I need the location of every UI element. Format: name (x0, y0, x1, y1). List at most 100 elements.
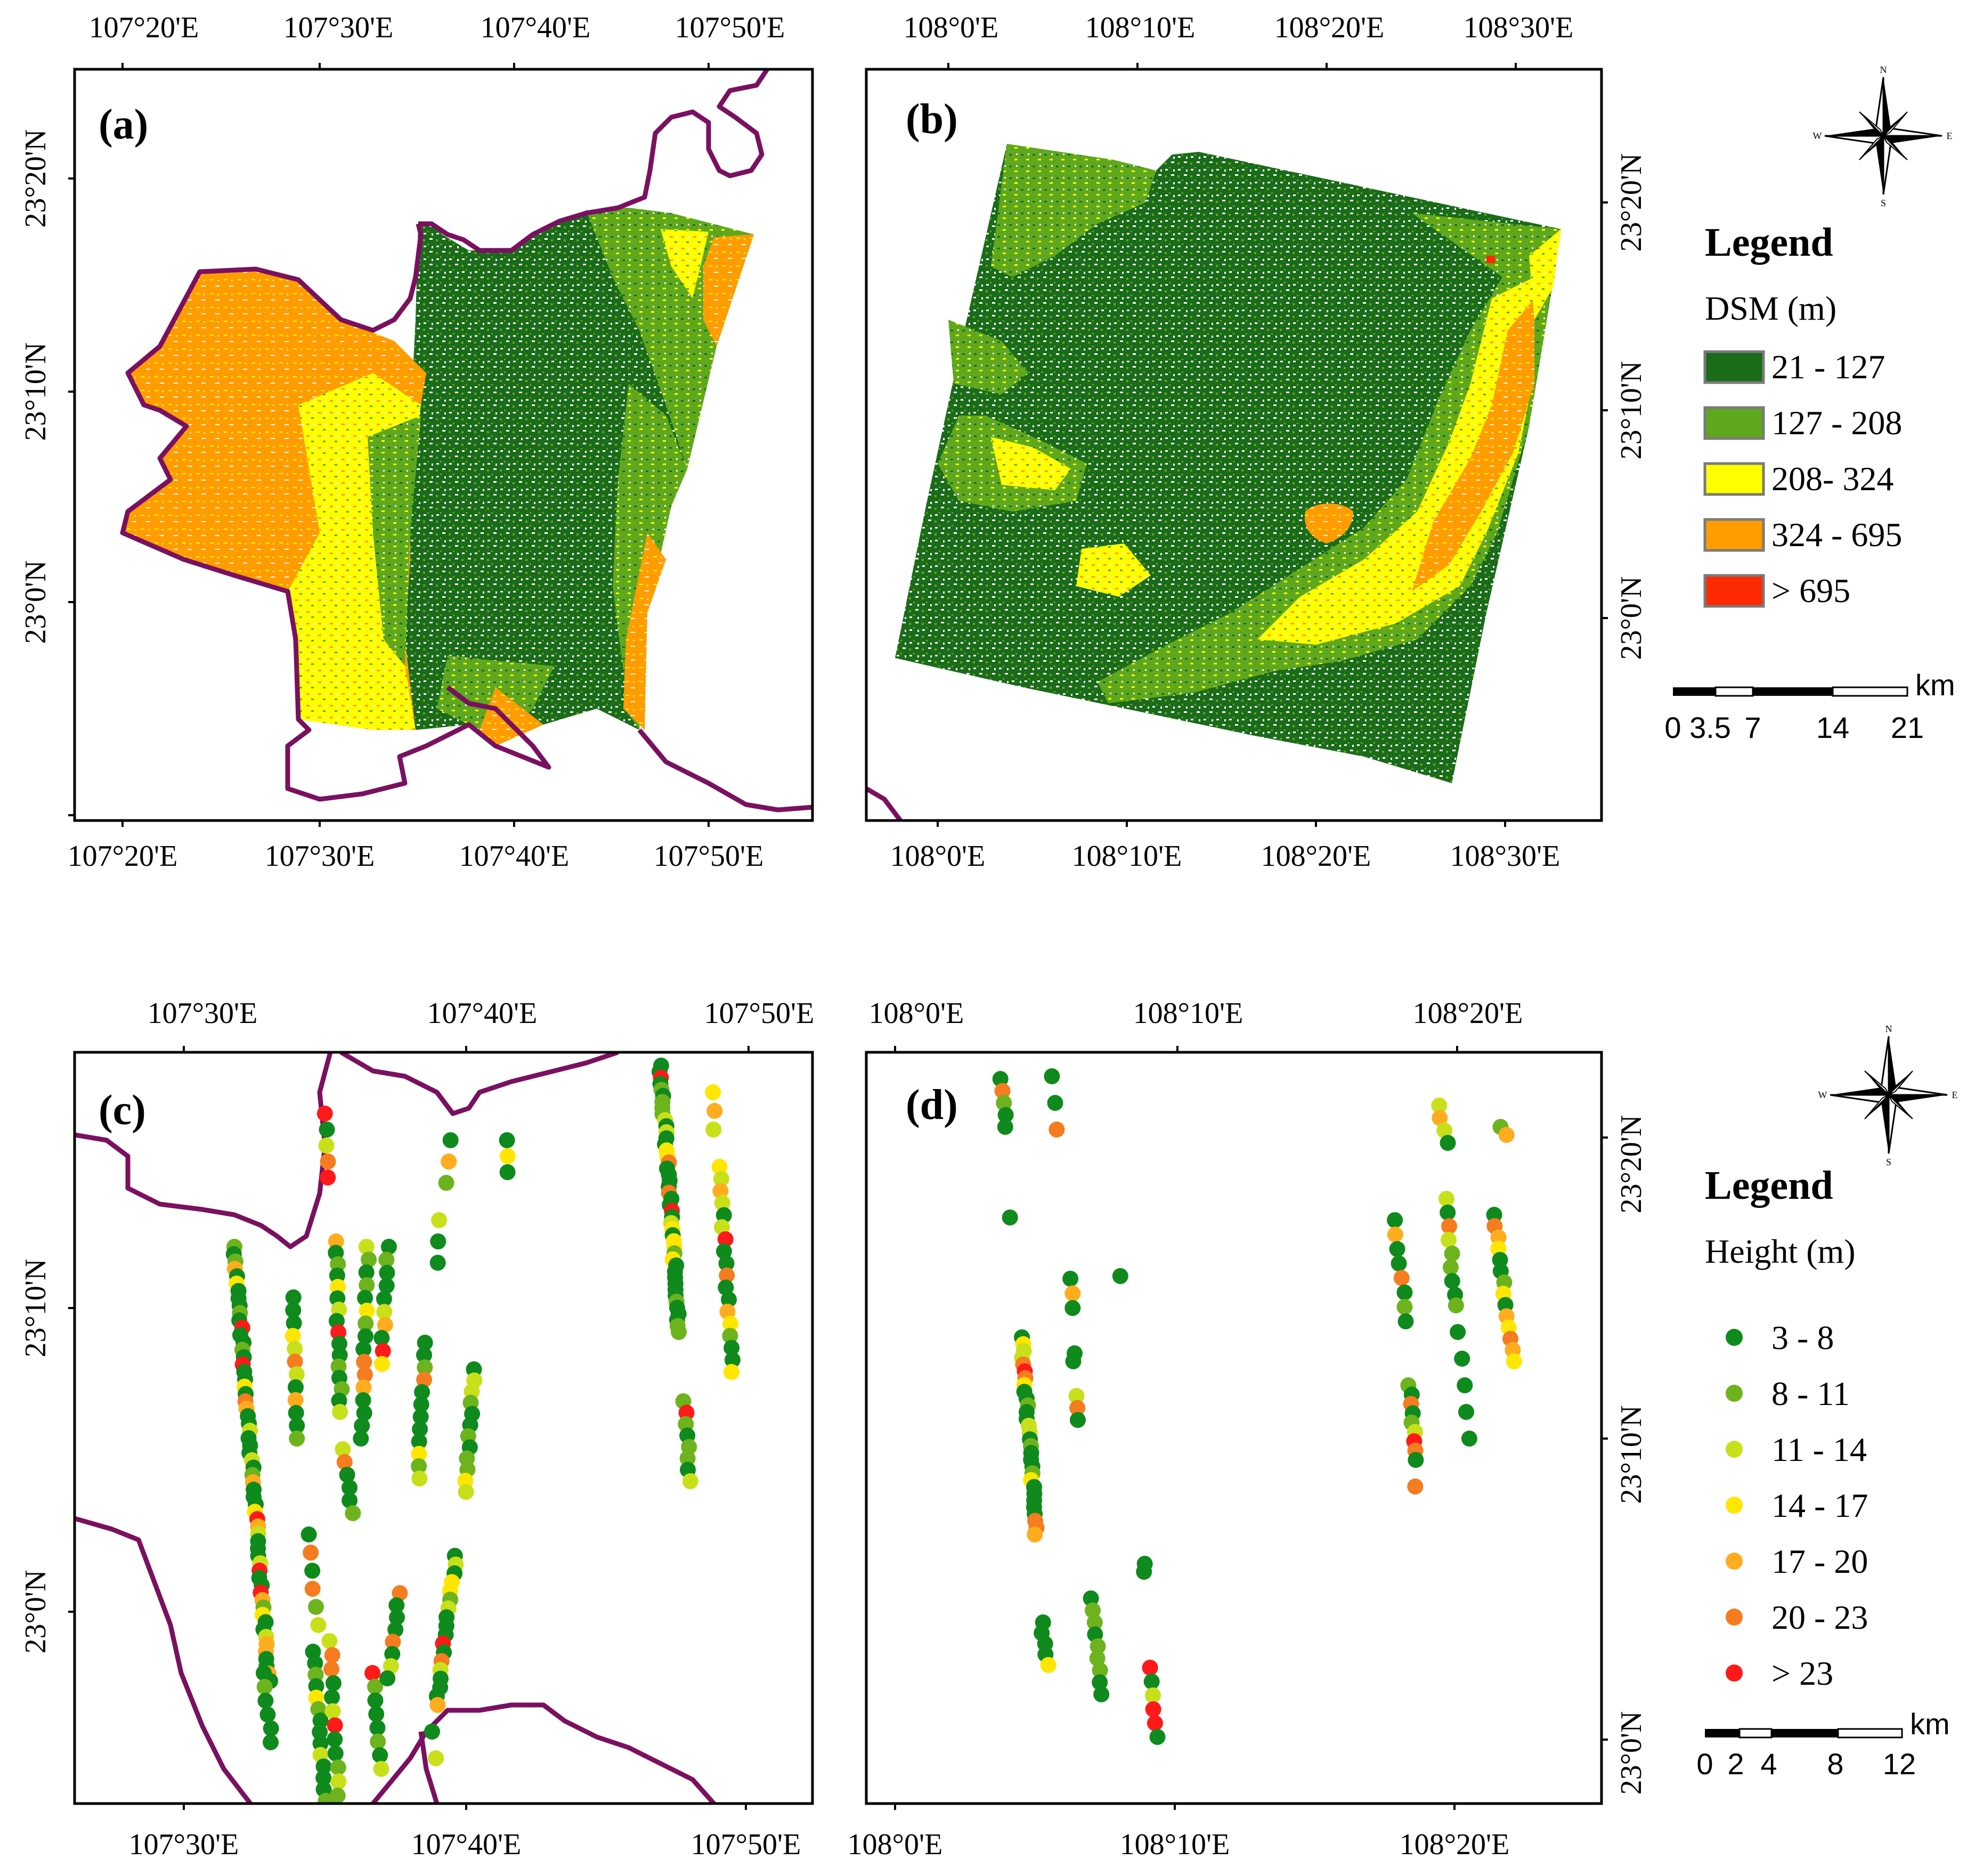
sample-point (372, 1747, 388, 1764)
sample-point (308, 1599, 324, 1615)
legend-marker (1726, 1329, 1743, 1346)
sample-point (321, 1633, 338, 1649)
sample-point (1047, 1095, 1063, 1111)
tick-label: 107°30'E (148, 997, 258, 1030)
sample-point (716, 1207, 732, 1223)
sample-point (361, 1252, 377, 1268)
sample-point (1397, 1313, 1414, 1329)
sample-point (336, 1454, 353, 1470)
sample-point (428, 1750, 444, 1766)
sample-point (679, 1450, 696, 1467)
sample-point (357, 1290, 373, 1306)
sample-point (1387, 1227, 1403, 1243)
sample-point (1064, 1300, 1081, 1316)
sample-point (308, 1678, 324, 1694)
top-ticks-c: 107°30'E 107°40'E 107°50'E (148, 997, 815, 1052)
sample-point (288, 1404, 304, 1421)
left-ticks-c: 23°10'N 23°0'N (19, 1259, 75, 1653)
compass-w: W (1818, 1090, 1827, 1100)
sample-point (327, 1731, 343, 1748)
legend-swatch (1703, 406, 1765, 440)
sample-point (1444, 1245, 1460, 1262)
scale-tick: 21 (1891, 711, 1924, 744)
right-ticks-b: 23°20'N 23°10'N 23°0'N (1602, 153, 1648, 660)
sample-point (323, 1661, 339, 1677)
tick-label: 107°50'E (704, 997, 815, 1030)
bottom-ticks-d: 108°0'E 108°10'E 108°20'E (848, 1804, 1509, 1861)
sample-point (671, 1324, 687, 1340)
sample-point (330, 1256, 346, 1272)
sample-point (331, 1392, 347, 1409)
sample-point (719, 1303, 736, 1320)
sample-point (1457, 1377, 1473, 1393)
sample-point (288, 1366, 305, 1383)
sample-point (377, 1317, 393, 1333)
sample-point (330, 1759, 346, 1776)
legend-item-label: 11 - 14 (1771, 1431, 1867, 1468)
sample-point (1149, 1729, 1166, 1745)
sample-point (389, 1609, 405, 1626)
province-boundary-c (75, 1052, 716, 1804)
sample-point (1393, 1270, 1410, 1286)
scale-tick: 8 (1827, 1747, 1843, 1781)
sample-point (996, 1095, 1012, 1111)
sample-point (358, 1264, 375, 1280)
sample-point (412, 1409, 429, 1425)
sample-point (719, 1267, 735, 1284)
scale-unit: km (1910, 1707, 1950, 1741)
sample-point (312, 1712, 329, 1729)
panel-b: (b) 108°0'E 108°10'E 108°20'E 108°30'E 1… (865, 11, 1648, 873)
sample-point (300, 1526, 317, 1542)
sample-point (285, 1328, 301, 1344)
legend-swatch (1703, 574, 1765, 608)
sample-point (992, 1071, 1009, 1087)
sample-point (678, 1404, 695, 1421)
sample-point (332, 1404, 348, 1420)
compass-e: E (1947, 131, 1953, 141)
sample-point (1064, 1285, 1081, 1302)
legend-title: Legend (1705, 220, 1833, 265)
sample-point (441, 1154, 457, 1170)
legend-item-label: 208- 324 (1771, 460, 1893, 498)
sample-point (1090, 1638, 1106, 1654)
sample-point (1068, 1388, 1085, 1404)
sample-point (412, 1421, 428, 1438)
tree-heights-c (225, 1058, 741, 1804)
sample-point (319, 1122, 335, 1138)
sample-point (339, 1467, 355, 1483)
sample-point (499, 1148, 516, 1164)
sample-point (1089, 1650, 1106, 1667)
sample-point (369, 1719, 386, 1736)
sample-point (388, 1597, 405, 1613)
sample-point (356, 1405, 372, 1421)
sample-point (285, 1289, 302, 1305)
sample-point (374, 1356, 391, 1372)
sample-point (417, 1359, 433, 1376)
tick-label: 23°10'N (19, 343, 52, 441)
sample-point (724, 1352, 741, 1368)
scale-tick: 14 (1816, 711, 1849, 744)
tick-label: 23°10'N (1615, 1406, 1648, 1504)
tick-label: 23°0'N (1615, 1711, 1648, 1795)
sample-point (287, 1353, 303, 1370)
panel-label-c: (c) (99, 1087, 146, 1134)
map-frame-d (865, 1051, 1603, 1805)
sample-point (1085, 1602, 1101, 1619)
tick-label: 107°20'E (68, 840, 178, 873)
tick-label: 23°10'N (19, 1259, 52, 1358)
sample-point (327, 1717, 343, 1734)
legend-item-label: 20 - 23 (1771, 1598, 1868, 1636)
sample-point (1440, 1204, 1456, 1221)
sample-point (324, 1703, 341, 1719)
tree-heights-d (992, 1068, 1522, 1745)
dsm-raster-a (123, 208, 754, 746)
sample-point (330, 1358, 347, 1375)
sample-point (1143, 1674, 1160, 1690)
sample-point (312, 1735, 329, 1752)
sample-point (1498, 1127, 1515, 1143)
sample-point (1027, 1526, 1043, 1542)
sample-point (411, 1471, 428, 1487)
tick-label: 107°40'E (481, 11, 591, 44)
tick-label: 108°30'E (1450, 840, 1560, 873)
sample-point (1450, 1324, 1466, 1340)
